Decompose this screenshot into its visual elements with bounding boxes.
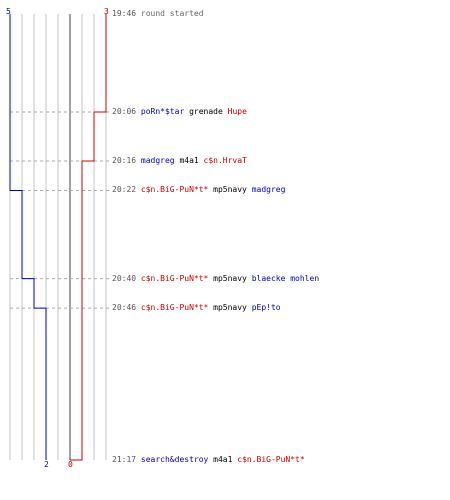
blue-team-alive-line — [9, 14, 47, 460]
blue-start-count: 5 — [6, 7, 11, 16]
event-text: poRn*$tar — [140, 107, 185, 117]
event-text: c$n.BiG-PuN*t* — [140, 185, 209, 195]
event-text: mp5navy — [208, 303, 252, 313]
event-time: 20:22 — [112, 185, 141, 195]
event-text: c$n.BiG-PuN*t* — [237, 455, 305, 464]
blue-end-count: 2 — [44, 460, 49, 469]
event-time: 21:17 — [112, 455, 141, 464]
graph-grid — [9, 14, 107, 460]
event-text: c$n.BiG-PuN*t* — [140, 273, 209, 283]
red-start-count: 3 — [104, 7, 109, 16]
event-text: m4a1 — [208, 455, 238, 464]
event-guides — [10, 111, 110, 309]
event-text: mp5navy — [208, 273, 252, 283]
event-text: mp5navy — [208, 185, 252, 195]
event-row: 20:22 c$n.BiG-PuN*t* mp5navy madgreg — [112, 185, 285, 195]
event-row: 21:17 search&destroy m4a1 c$n.BiG-PuN*t* — [112, 455, 305, 465]
red-end-count: 0 — [68, 460, 73, 469]
event-text: blaecke mohlen — [251, 273, 320, 283]
event-time: 20:16 — [112, 156, 141, 166]
event-row: 20:06 poRn*$tar grenade Hupe — [112, 107, 247, 117]
event-text: pEp!to — [251, 303, 281, 313]
event-text: madgreg — [140, 156, 175, 166]
event-text: madgreg — [251, 185, 286, 195]
event-text: round started — [140, 9, 204, 18]
event-text: c$n.BiG-PuN*t* — [140, 303, 209, 313]
event-time: 20:46 — [112, 303, 141, 313]
event-row: 20:40 c$n.BiG-PuN*t* mp5navy blaecke moh… — [112, 274, 319, 284]
event-text: search&destroy — [140, 455, 209, 464]
event-text: grenade — [184, 107, 228, 117]
event-row: 20:46 c$n.BiG-PuN*t* mp5navy pEp!to — [112, 303, 281, 313]
event-time: 20:40 — [112, 273, 141, 283]
event-text: Hupe — [227, 107, 247, 117]
event-row: 19:46 round started — [112, 9, 204, 19]
event-text: m4a1 — [174, 156, 204, 166]
event-row: 20:16 madgreg m4a1 c$n.HrvaT — [112, 156, 247, 166]
event-text: c$n.HrvaT — [203, 156, 247, 166]
event-time: 19:46 — [112, 9, 141, 18]
red-team-alive-line — [70, 14, 107, 461]
event-time: 20:06 — [112, 107, 141, 117]
